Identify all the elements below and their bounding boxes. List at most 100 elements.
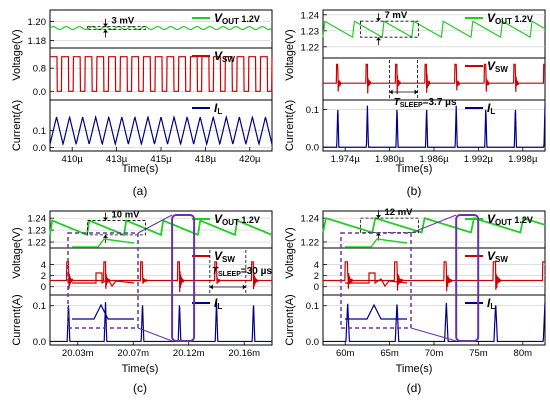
axis-a-2: 0.1 0.0 IL Current(A) — [11, 99, 273, 154]
x-tick-label: 20.12m — [173, 348, 205, 359]
legend-label: IL — [487, 101, 495, 116]
x-axis-label: Time(s) — [122, 363, 159, 375]
y-tick-label: 0.0 — [33, 337, 46, 348]
ripple-box — [360, 217, 419, 233]
arrow-head — [376, 18, 381, 22]
legend-label: VOUT 1.2V — [487, 212, 533, 227]
sleep-label: TSLEEP=30 µs — [212, 266, 273, 278]
axis-a-0: 1.20 1.18 VOUT 1.2V 3 mV Voltage(V) — [11, 9, 273, 81]
axis-d-1: 420 VSW — [314, 247, 546, 296]
series-line-l — [49, 114, 273, 147]
legend-label: VSW — [214, 249, 235, 264]
legend-out: VOUT 1.2V — [465, 11, 533, 26]
ripple-label: 3 mV — [112, 16, 135, 27]
legend-sw: VSW — [192, 49, 235, 64]
y-axis-label: Voltage(V) — [284, 29, 296, 80]
zoom-connector — [137, 327, 173, 342]
ripple-box — [87, 220, 146, 236]
legend-sw: VSW — [465, 249, 508, 264]
panel-a: 1.20 1.18 VOUT 1.2V 3 mV Voltage(V) 0.8 0.0 VSW… — [11, 9, 273, 198]
zoom-vout-line — [72, 238, 135, 248]
legend-label: VSW — [214, 49, 235, 64]
x-tick-label: 80m — [514, 348, 533, 359]
plot-frame — [322, 9, 546, 59]
plot-frame — [322, 247, 546, 296]
legend-l: IL — [465, 101, 495, 116]
y-tick-label: 0 — [41, 282, 46, 293]
axis-b-2: 0.1 0.0 IL Current(A) — [284, 99, 546, 154]
y-tick-label: 1.23 — [28, 226, 47, 237]
x-axis-label: Time(s) — [122, 163, 159, 175]
panel-c: 1.241.231.22 VOUT 1.2V 10 mV Voltage(V) 420 V… — [11, 210, 273, 395]
x-axis-label: Time(s) — [396, 163, 433, 175]
axis-a-1: 0.8 0.0 VSW — [33, 47, 273, 101]
y-tick-label: 1.22 — [28, 238, 47, 249]
sleep-annotation: TSLEEP=30 µs — [209, 250, 273, 295]
y-tick-label: 0.1 — [33, 301, 46, 312]
series-line-sw — [323, 63, 545, 95]
legend-label: IL — [487, 296, 495, 311]
y-tick-label: 0.0 — [306, 143, 319, 154]
panel-d: 1.24 1.22 VOUT 1.2V 12 mV Voltage(V) 420 VSW 0.… — [284, 207, 546, 395]
y-tick-label: 2 — [41, 271, 46, 282]
zoom-inset — [67, 214, 196, 342]
zoom-highlight — [171, 214, 196, 342]
y-tick-label: 1.24 — [301, 214, 320, 225]
x-tick-label: 1.980µ — [375, 154, 405, 165]
arrow-head — [414, 89, 418, 95]
y-tick-label: 0 — [314, 282, 319, 293]
series-line-sw — [323, 261, 545, 292]
x-tick-label: 20.16m — [228, 348, 260, 359]
legend-label: IL — [214, 101, 222, 116]
zoom-il-line — [72, 303, 134, 320]
zoom-highlight — [455, 214, 480, 342]
y-tick-label: 0.0 — [306, 337, 319, 348]
x-tick-label: 418µ — [195, 154, 217, 165]
axis-c-0: 1.241.231.22 VOUT 1.2V 10 mV Voltage(V) — [11, 210, 273, 279]
x-tick-label: 1.998µ — [508, 154, 538, 165]
y-tick-label: 1.24 — [301, 10, 320, 21]
x-tick-label: 413µ — [106, 154, 128, 165]
x-tick-label: 415µ — [150, 154, 172, 165]
series-line-out — [49, 26, 273, 31]
x-tick-label: 60m — [336, 348, 355, 359]
y-axis-label: Current(A) — [284, 294, 296, 345]
y-tick-label: 0.1 — [306, 301, 319, 312]
plot-frame — [49, 294, 273, 346]
ripple-label: 7 mV — [385, 10, 408, 21]
series-line-out — [322, 20, 546, 39]
axis-b-0: 1.24 1.23 1.22 VOUT 1.2V 7 mV Voltage(V) — [284, 9, 546, 81]
series-line-out — [322, 217, 546, 234]
y-tick-label: 4 — [41, 260, 46, 271]
y-axis-label: Voltage(V) — [11, 29, 23, 80]
legend-label: VOUT 1.2V — [214, 11, 260, 26]
legend-l: IL — [465, 296, 495, 311]
y-tick-label: 1.22 — [301, 42, 320, 53]
zoom-il-line — [345, 303, 407, 320]
y-axis-label: Voltage(V) — [284, 227, 296, 278]
ripple-label: 10 mV — [112, 210, 141, 221]
zoom-box — [67, 232, 139, 329]
panel-label: (d) — [407, 381, 422, 395]
x-axis-label: Time(s) — [396, 363, 433, 375]
ripple-annotation: 10 mV — [87, 210, 146, 243]
arrow-head — [376, 37, 381, 41]
series-line-out — [49, 219, 273, 237]
x-tick-label: 65m — [380, 348, 399, 359]
zoom-connector — [410, 327, 457, 342]
zoom-connector — [410, 214, 457, 234]
y-tick-label: 4 — [314, 260, 319, 271]
legend-sw: VSW — [465, 59, 508, 74]
ripple-annotation: 3 mV — [87, 16, 146, 38]
y-axis-label: Current(A) — [11, 294, 23, 345]
y-tick-label: 1.20 — [28, 17, 47, 28]
y-tick-label: 0.0 — [33, 87, 46, 98]
x-tick-label: 1.974µ — [331, 154, 361, 165]
x-tick-label: 20.03m — [62, 348, 94, 359]
legend-label: IL — [214, 296, 222, 311]
legend-out: VOUT 1.2V — [465, 212, 533, 227]
sleep-annotation: TSLEEP=3.7 µs — [389, 60, 457, 109]
axis-d-0: 1.24 1.22 VOUT 1.2V 12 mV Voltage(V) — [284, 207, 546, 279]
zoom-connector — [137, 214, 173, 234]
zoom-vsw-line — [345, 272, 408, 288]
